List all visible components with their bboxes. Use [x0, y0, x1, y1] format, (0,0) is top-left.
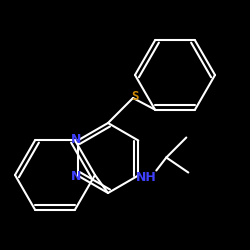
Text: N: N — [70, 170, 81, 183]
Text: N: N — [70, 133, 81, 146]
Text: NH: NH — [136, 171, 157, 184]
Text: S: S — [131, 90, 139, 102]
